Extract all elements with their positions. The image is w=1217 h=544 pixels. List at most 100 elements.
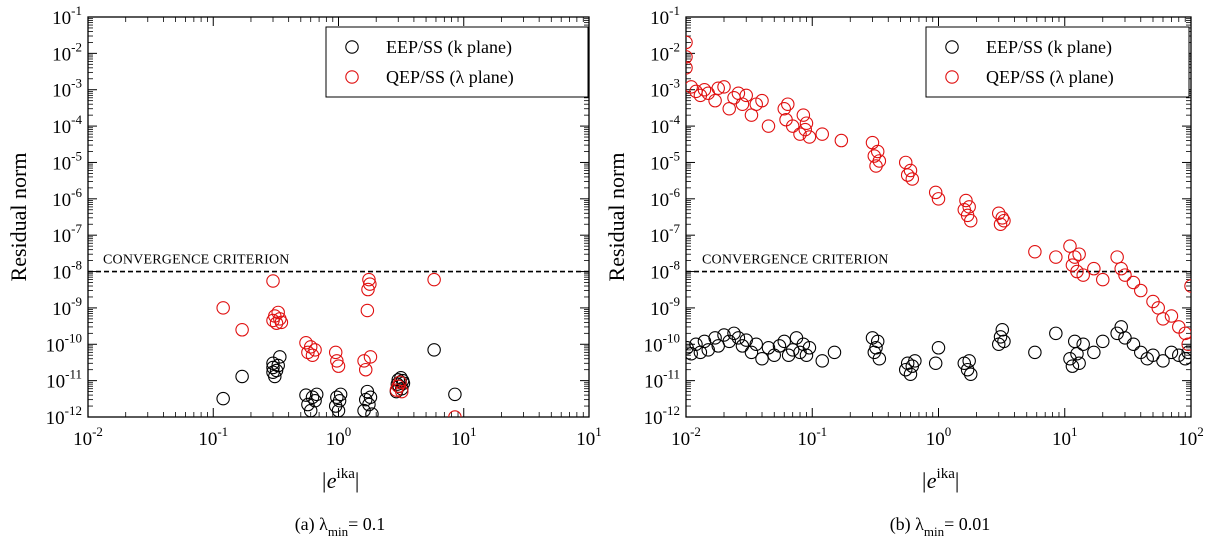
y-tick-label: 10-8 [650, 258, 680, 284]
data-point [1096, 334, 1110, 349]
x-tick-label: 101 [451, 424, 477, 450]
legend-marker [945, 40, 959, 54]
data-point [798, 122, 812, 137]
y-tick-label: 10-1 [52, 3, 82, 29]
data-point [328, 345, 343, 360]
data-point [1118, 268, 1132, 282]
data-point [697, 82, 712, 97]
data-point [1156, 354, 1170, 368]
legend: EEP/SS (k plane) QEP/SS (λ plane) [325, 26, 589, 98]
data-point [993, 330, 1008, 344]
data-point [358, 362, 373, 377]
data-point [362, 397, 376, 412]
x-tick-label: 100 [326, 424, 352, 450]
data-point [1087, 261, 1101, 276]
data-point [266, 274, 280, 288]
data-point [962, 354, 976, 368]
chart-b: 10-2 10-1 100 101 102 10-12 10-11 10-10 10-9 10-8… [604, 3, 1204, 539]
data-point [1067, 250, 1082, 264]
data-point [711, 81, 725, 95]
data-point [365, 407, 379, 417]
data-point [1028, 345, 1042, 360]
data-point [1178, 326, 1191, 341]
data-point [395, 381, 409, 396]
y-tick-label: 10-11 [644, 367, 680, 393]
data-point [995, 211, 1010, 225]
data-point [1087, 345, 1101, 360]
legend-label: EEP/SS (k plane) [386, 37, 512, 58]
data-point [785, 119, 800, 133]
data-point [216, 391, 230, 406]
data-point [235, 369, 249, 384]
data-point [309, 387, 324, 402]
y-tick-label: 10-7 [650, 221, 680, 247]
data-point [995, 323, 1010, 337]
data-point [361, 282, 375, 297]
data-point [834, 133, 849, 148]
data-point [393, 375, 407, 390]
data-point [755, 351, 769, 366]
legend-label: EEP/SS (k plane) [986, 37, 1112, 58]
series-1 [216, 272, 462, 417]
data-point [1049, 250, 1063, 264]
data-point [789, 331, 804, 345]
legend-box [925, 26, 1190, 98]
x-tick-label: 10-1 [797, 424, 827, 450]
y-tick-label: 10-7 [52, 221, 82, 247]
data-point [701, 343, 715, 357]
data-point [333, 387, 348, 402]
data-point [1114, 261, 1128, 276]
legend-marker [345, 70, 359, 84]
data-point [303, 340, 318, 354]
data-point [799, 116, 814, 130]
y-tick-label: 10-6 [650, 185, 680, 211]
data-point [903, 163, 918, 178]
data-point [722, 334, 736, 349]
data-point [1164, 309, 1179, 323]
data-point [448, 387, 462, 402]
data-point [708, 93, 722, 108]
data-point [802, 130, 817, 144]
data-point [993, 217, 1008, 231]
data-point [928, 356, 943, 371]
data-point [362, 272, 376, 287]
data-point [777, 101, 791, 116]
data-point [749, 337, 763, 352]
data-point [360, 303, 375, 318]
x-tick-label: 100 [926, 424, 952, 450]
data-point [761, 119, 776, 133]
data-point [271, 358, 285, 373]
data-point [332, 393, 347, 408]
y-tick-label: 10-3 [650, 76, 680, 102]
data-point [928, 185, 943, 200]
data-point [802, 341, 817, 355]
data-point [1184, 279, 1191, 293]
data-point [363, 277, 377, 291]
data-point [1063, 351, 1077, 366]
x-tick-label: 10-2 [73, 424, 103, 450]
data-point [363, 350, 378, 364]
data-points [216, 272, 462, 417]
data-point [686, 35, 693, 50]
data-point [772, 339, 787, 353]
y-tick-label: 10-11 [46, 367, 82, 393]
data-point [872, 154, 887, 168]
data-point [308, 393, 322, 408]
y-tick-label: 10-9 [650, 294, 680, 320]
data-point [273, 350, 287, 364]
data-point [708, 331, 722, 345]
y-tick-label: 10-10 [46, 330, 82, 356]
data-point [1072, 356, 1086, 371]
data-point [908, 354, 922, 368]
y-tick-label: 10-5 [52, 148, 82, 174]
data-point [686, 50, 693, 64]
data-point [1065, 359, 1080, 373]
legend-marker [945, 70, 959, 84]
data-point [997, 213, 1011, 228]
legend-label: QEP/SS (λ plane) [986, 67, 1114, 88]
y-tick-label: 10-9 [52, 294, 82, 320]
convergence-label: CONVERGENCE CRITERION [702, 253, 889, 268]
data-point [962, 200, 976, 214]
x-tick-label: 10-1 [198, 424, 228, 450]
data-point [815, 127, 829, 141]
